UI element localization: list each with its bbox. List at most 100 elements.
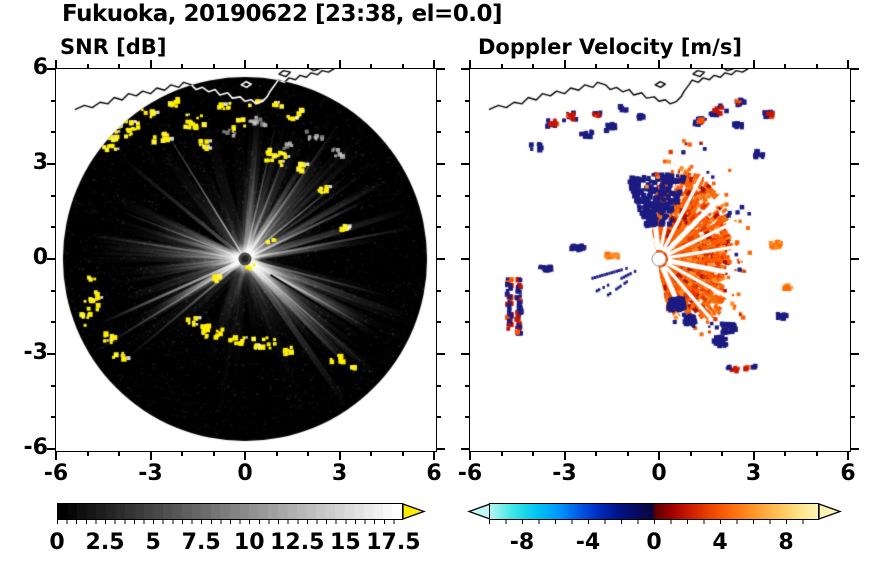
axis-tick (815, 451, 818, 456)
y-tick-label: 3 (32, 150, 48, 175)
axis-tick (51, 99, 56, 102)
axis-tick (532, 64, 534, 69)
axis-tick (461, 353, 470, 355)
axis-tick (784, 451, 786, 456)
axis-tick (149, 451, 152, 460)
colorbar-tick-label: -8 (509, 530, 535, 555)
colorbar-tick-label: 4 (712, 530, 728, 555)
axis-tick (55, 451, 57, 460)
velocity-radar-canvas (470, 69, 848, 449)
axis-tick (436, 194, 441, 197)
axis-tick (465, 384, 470, 387)
snr-panel-title: SNR [dB] (60, 35, 167, 59)
axis-tick (244, 60, 246, 69)
x-tick-label: -6 (457, 461, 483, 486)
colorbar-tick-label: 8 (778, 530, 794, 555)
x-tick-label: 6 (840, 461, 856, 486)
velocity-panel-title: Doppler Velocity [m/s] (478, 35, 742, 59)
axis-tick (436, 384, 441, 387)
x-tick-label: 6 (426, 461, 442, 486)
axis-tick (721, 64, 723, 69)
axis-tick (689, 64, 692, 69)
axis-tick (850, 258, 859, 260)
axis-tick (51, 384, 56, 387)
axis-tick (563, 451, 566, 460)
x-tick-label: 3 (745, 461, 762, 486)
axis-tick (118, 451, 120, 456)
velocity-colorbar-under-arrow-icon (467, 503, 491, 520)
axis-tick (212, 64, 215, 69)
x-tick-label: -3 (138, 461, 163, 486)
axis-tick (815, 64, 818, 69)
axis-tick (461, 68, 470, 70)
axis-tick (338, 451, 341, 460)
colorbar-tick-label: 5 (145, 530, 161, 555)
axis-tick (658, 451, 660, 460)
snr-colorbar-over-arrow-icon (402, 503, 426, 520)
axis-tick (465, 131, 470, 134)
axis-tick (370, 64, 372, 69)
axis-tick (51, 226, 56, 229)
axis-tick (370, 451, 372, 456)
axis-tick (465, 226, 470, 229)
x-tick-label: 0 (651, 461, 667, 486)
axis-tick (850, 194, 855, 197)
axis-tick (47, 68, 56, 70)
colorbar-tick-label: -4 (575, 530, 601, 555)
axis-tick (47, 448, 56, 450)
figure-title: Fukuoka, 20190622 [23:38, el=0.0] (62, 1, 503, 27)
axis-tick (436, 448, 445, 450)
velocity-colorbar-ticks (489, 520, 819, 524)
axis-tick (563, 60, 566, 69)
colorbar-tick-label: 15 (330, 530, 361, 555)
axis-tick (47, 353, 56, 355)
velocity-colorbar-bar (489, 503, 819, 520)
axis-tick (436, 289, 441, 292)
axis-tick (401, 451, 404, 456)
axis-tick (850, 226, 855, 229)
colorbar-tick-label: 12.5 (270, 530, 325, 555)
axis-tick (500, 64, 503, 69)
axis-tick (752, 451, 755, 460)
axis-tick (51, 194, 56, 197)
axis-tick (436, 321, 441, 324)
velocity-colorbar-over-arrow-icon (818, 503, 842, 520)
y-tick-label: -6 (23, 435, 48, 460)
axis-tick (850, 448, 859, 450)
axis-tick (461, 448, 470, 450)
colorbar-tick-label: 0 (49, 530, 65, 555)
axis-tick (436, 258, 445, 260)
y-tick-label: -3 (23, 340, 48, 365)
axis-tick (465, 194, 470, 197)
axis-tick (469, 451, 471, 460)
axis-tick (465, 416, 470, 419)
velocity-colorbar: -8 -4 0 4 8 (467, 503, 867, 567)
axis-tick (850, 321, 855, 324)
axis-tick (51, 416, 56, 419)
axis-tick (149, 60, 152, 69)
axis-tick (338, 60, 341, 69)
axis-tick (307, 64, 309, 69)
axis-tick (51, 321, 56, 324)
axis-tick (465, 289, 470, 292)
axis-tick (436, 226, 441, 229)
axis-tick (436, 163, 445, 165)
axis-tick (850, 353, 859, 355)
y-tick-label: 0 (32, 245, 48, 270)
snr-colorbar: 0 2.5 5 7.5 10 12.5 15 17.5 (49, 503, 497, 567)
axis-tick (500, 451, 503, 456)
axis-tick (850, 384, 855, 387)
axis-tick (86, 451, 89, 456)
axis-tick (469, 60, 471, 69)
axis-tick (532, 451, 534, 456)
colorbar-tick-label: 10 (233, 530, 265, 555)
axis-tick (436, 99, 441, 102)
axis-tick (275, 451, 278, 456)
x-tick-label: -3 (552, 461, 577, 486)
snr-colorbar-ticks (57, 520, 403, 524)
axis-tick (401, 64, 404, 69)
axis-tick (181, 64, 183, 69)
axis-tick (626, 451, 629, 456)
y-tick-label: 6 (32, 55, 48, 80)
axis-tick (626, 64, 629, 69)
